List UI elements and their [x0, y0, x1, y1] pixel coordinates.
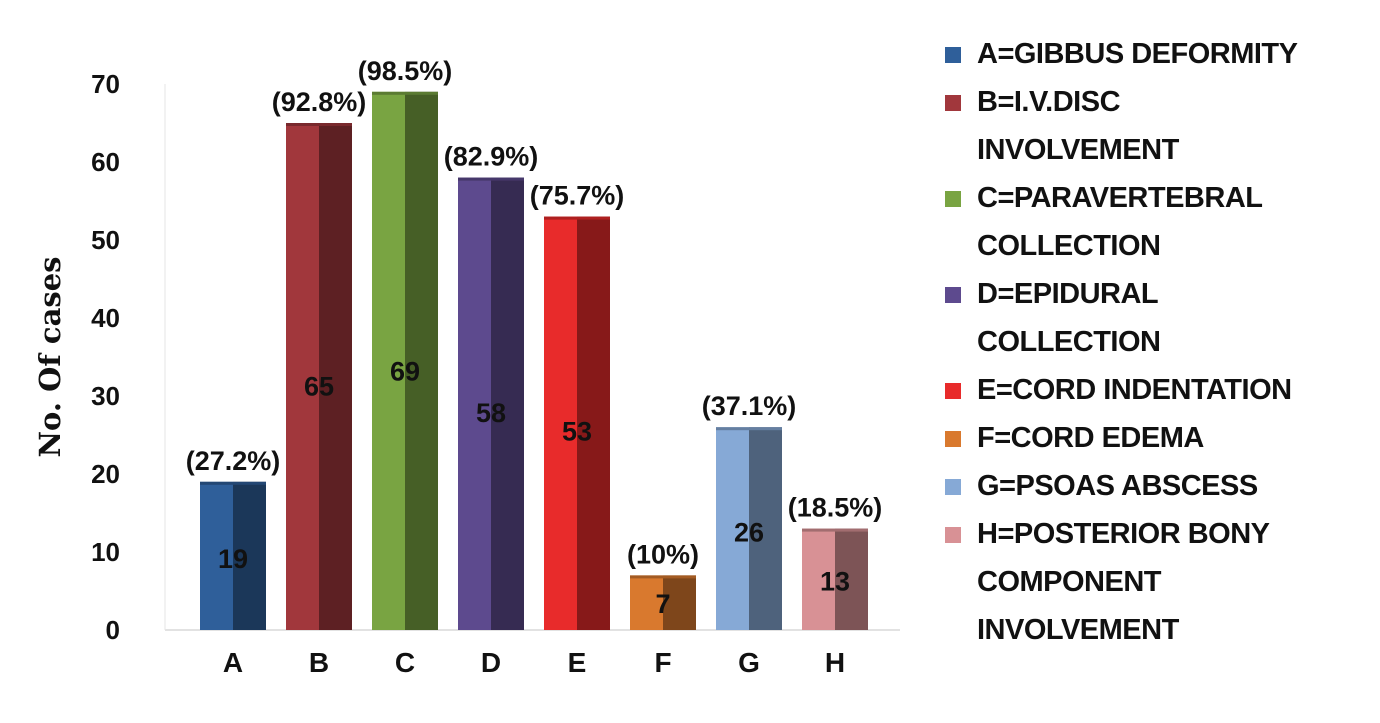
- bar-g-percent-label: (37.1%): [702, 391, 797, 421]
- legend-item-f: F=CORD EDEMA: [940, 414, 1370, 462]
- legend-text: G=PSOAS ABSCESS: [977, 470, 1258, 502]
- bar-d-top: [458, 177, 524, 181]
- bar-b-top: [286, 123, 352, 126]
- bar-a-value-label: 19: [218, 544, 248, 574]
- bar-h-top: [802, 528, 868, 532]
- legend-swatch: [945, 479, 961, 495]
- legend-text: INVOLVEMENT: [977, 614, 1179, 646]
- legend-text: COLLECTION: [977, 230, 1161, 262]
- bar-a-side: [233, 481, 266, 630]
- y-tick-label-70: 70: [91, 69, 120, 99]
- legend-text: F=CORD EDEMA: [977, 422, 1204, 454]
- bar-a-percent-label: (27.2%): [186, 446, 281, 476]
- x-tick-label-h: H: [825, 647, 845, 678]
- bar-g-front: [716, 427, 749, 630]
- bar-f-front: [630, 575, 663, 630]
- x-tick-label-d: D: [481, 647, 501, 678]
- bar-f-top: [630, 575, 696, 579]
- bar-f-percent-label: (10%): [627, 539, 699, 569]
- y-tick-label-50: 50: [91, 225, 120, 255]
- bar-e-front: [544, 216, 577, 630]
- bar-h-side: [835, 528, 868, 630]
- y-tick-label-20: 20: [91, 459, 120, 489]
- legend-swatch: [945, 95, 961, 111]
- bar-b-side: [319, 123, 352, 630]
- legend-item-e: E=CORD INDENTATION: [940, 366, 1370, 414]
- y-tick-label-40: 40: [91, 303, 120, 333]
- y-tick-label-10: 10: [91, 537, 120, 567]
- bar-g-value-label: 26: [734, 518, 764, 548]
- legend-swatch: [945, 287, 961, 303]
- x-tick-label-g: G: [738, 647, 760, 678]
- bar-b-front: [286, 123, 319, 630]
- legend-swatch: [945, 431, 961, 447]
- bar-d-value-label: 58: [476, 398, 506, 428]
- bar-h-percent-label: (18.5%): [788, 493, 883, 523]
- x-tick-label-b: B: [309, 647, 329, 678]
- bar-f-side: [663, 575, 696, 630]
- legend-text: D=EPIDURAL: [977, 278, 1159, 310]
- bar-e-side: [577, 216, 610, 630]
- bar-b-percent-label: (92.8%): [272, 87, 367, 117]
- legend-text: C=PARAVERTEBRAL: [977, 182, 1263, 214]
- legend-text: COMPONENT: [977, 566, 1162, 598]
- x-tick-label-e: E: [568, 647, 587, 678]
- legend-item-g: G=PSOAS ABSCESS: [940, 462, 1370, 510]
- bar-g-side: [749, 427, 782, 630]
- legend-text: E=CORD INDENTATION: [977, 374, 1292, 406]
- y-tick-label-60: 60: [91, 147, 120, 177]
- legend-item-c: C=PARAVERTEBRAL COLLECTION: [940, 174, 1370, 270]
- bar-chart: 0 10 20 30 40 50 60 70 No. Of cases 19 (27.2%) A 65 (…: [33, 56, 900, 678]
- bar-h-value-label: 13: [820, 566, 850, 596]
- legend-text: B=I.V.DISC: [977, 86, 1121, 118]
- legend-text: H=POSTERIOR BONY: [977, 518, 1270, 550]
- bar-d-front: [458, 177, 491, 630]
- legend-text: A=GIBBUS DEFORMITY: [977, 38, 1298, 70]
- legend-item-a: A=GIBBUS DEFORMITY: [940, 30, 1370, 78]
- bar-f-value-label: 7: [655, 589, 670, 619]
- legend-swatch: [945, 191, 961, 207]
- bar-c-percent-label: (98.5%): [358, 56, 453, 86]
- legend-text: INVOLVEMENT: [977, 134, 1179, 166]
- bar-c-top: [372, 91, 438, 95]
- y-axis-label: No. Of cases: [33, 257, 67, 458]
- y-tick-label-30: 30: [91, 381, 120, 411]
- bar-c-value-label: 69: [390, 357, 420, 387]
- x-tick-label-a: A: [223, 647, 243, 678]
- bar-c-side: [405, 91, 438, 631]
- bar-a-front: [200, 481, 233, 630]
- bar-b-value-label: 65: [304, 372, 334, 402]
- bar-d-side: [491, 177, 524, 630]
- x-tick-label-f: F: [654, 647, 671, 678]
- x-tick-label-c: C: [395, 647, 415, 678]
- legend-swatch: [945, 383, 961, 399]
- chart-legend: A=GIBBUS DEFORMITY B=I.V.DISC INVOLVEMENT C…: [940, 30, 1370, 654]
- legend-item-h: H=POSTERIOR BONY COMPONENT INVOLVEMENT: [940, 510, 1370, 654]
- bar-a-top: [200, 481, 266, 485]
- bar-e-percent-label: (75.7%): [530, 181, 625, 211]
- y-tick-label-0: 0: [106, 615, 120, 645]
- bar-d-percent-label: (82.9%): [444, 142, 539, 172]
- bar-c-front: [372, 91, 405, 631]
- legend-text: COLLECTION: [977, 326, 1161, 358]
- bar-g-top: [716, 427, 782, 431]
- legend-item-d: D=EPIDURAL COLLECTION: [940, 270, 1370, 366]
- legend-swatch: [945, 527, 961, 543]
- bar-h-front: [802, 528, 835, 630]
- bar-e-value-label: 53: [562, 417, 592, 447]
- legend-item-b: B=I.V.DISC INVOLVEMENT: [940, 78, 1370, 174]
- legend-swatch: [945, 47, 961, 63]
- bar-e-top: [544, 216, 610, 220]
